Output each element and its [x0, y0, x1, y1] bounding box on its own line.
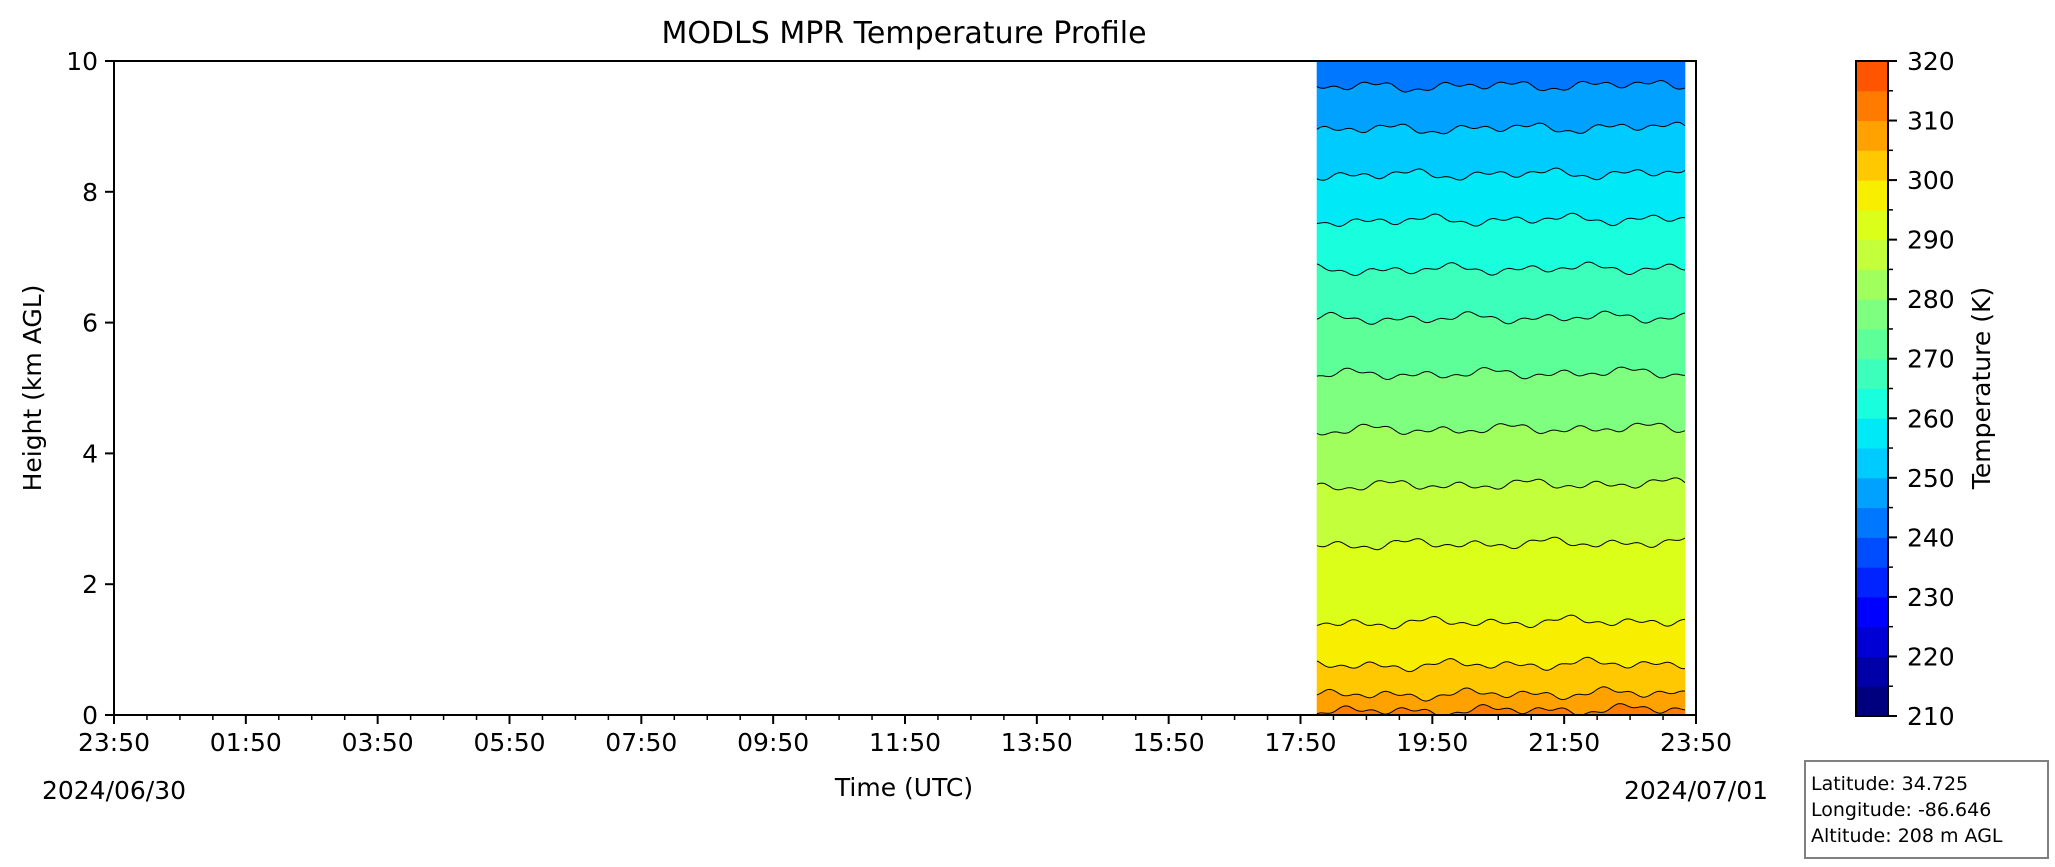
colorbar-segment: [1856, 656, 1888, 687]
y-tick-label: 10: [66, 47, 98, 76]
y-tick-label: 4: [82, 439, 98, 468]
contour-line: [1316, 80, 1686, 93]
colorbar-tick-label: 230: [1907, 583, 1955, 612]
colorbar-segment: [1856, 567, 1888, 598]
altitude-text: Altitude: 208 m AGL: [1811, 825, 2003, 847]
contour-line: [1316, 536, 1686, 551]
colorbar-segment: [1856, 596, 1888, 628]
contour-line: [1316, 167, 1686, 181]
colorbar-segment: [1856, 388, 1888, 419]
colorbar-ticks: 210 220 230 240 250 260 270 280 290 300 310 320: [1888, 47, 1955, 731]
contour-line: [1316, 121, 1686, 135]
colorbar-segment: [1856, 507, 1888, 538]
plot-area: [1316, 28, 1686, 715]
x-tick-label: 09:50: [737, 728, 809, 757]
colorbar-tick-label: 240: [1907, 523, 1955, 552]
colorbar-tick-label: 320: [1907, 47, 1955, 76]
colorbar-segment: [1856, 120, 1888, 151]
colorbar-segment: [1856, 418, 1888, 449]
contour-line: [1317, 28, 1685, 40]
date-start-label: 2024/06/30: [42, 776, 186, 805]
temperature-band: [1316, 536, 1686, 629]
x-tick-label: 11:50: [869, 728, 941, 757]
colorbar-tick-label: 310: [1907, 107, 1955, 136]
colorbar-tick-label: 220: [1907, 642, 1955, 671]
contour-line: [1316, 703, 1686, 715]
contour-line: [1316, 366, 1686, 381]
colorbar-segment: [1856, 61, 1888, 92]
contour-line: [1316, 686, 1686, 702]
y-tick-label: 8: [82, 178, 98, 207]
x-tick-label: 15:50: [1133, 728, 1205, 757]
colorbar-tick-label: 210: [1907, 702, 1955, 731]
colorbar-segment: [1856, 537, 1888, 568]
info-box-border: [1804, 760, 2049, 859]
colorbar-segment: [1856, 180, 1888, 211]
colorbar-tick-label: 280: [1907, 285, 1955, 314]
contour-line: [1316, 477, 1686, 491]
x-tick-label: 21:50: [1528, 728, 1600, 757]
x-tick-label: 17:50: [1264, 728, 1336, 757]
date-end-label: 2024/07/01: [1624, 776, 1768, 805]
latitude-text: Latitude: 34.725: [1811, 773, 1968, 795]
y-tick-label: 6: [82, 309, 98, 338]
colorbar-segment: [1856, 686, 1888, 717]
colorbar-segment: [1856, 90, 1888, 122]
colorbar: [1856, 61, 1888, 717]
colorbar-tick-label: 300: [1907, 166, 1955, 195]
colorbar-segment: [1856, 477, 1888, 509]
colorbar-segment: [1856, 358, 1888, 389]
temperature-band: [1316, 213, 1686, 276]
colorbar-segment: [1856, 299, 1888, 330]
x-tick-label: 07:50: [605, 728, 677, 757]
colorbar-segment: [1856, 328, 1888, 360]
colorbar-segment: [1856, 150, 1888, 181]
colorbar-tick-label: 270: [1907, 345, 1955, 374]
colorbar-segment: [1856, 239, 1888, 270]
colorbar-segment: [1856, 209, 1888, 241]
x-tick-label: 01:50: [210, 728, 282, 757]
chart-title: MODLS MPR Temperature Profile: [661, 16, 1146, 51]
colorbar-segment: [1856, 448, 1888, 479]
contour-line: [1316, 656, 1686, 673]
contour-line: [1316, 422, 1686, 436]
y-tick-label: 2: [82, 570, 98, 599]
longitude-text: Longitude: -86.646: [1811, 799, 1991, 821]
colorbar-tick-label: 250: [1907, 464, 1955, 493]
colorbar-tick-label: 260: [1907, 404, 1955, 433]
contour-line: [1316, 310, 1686, 325]
contour-line: [1316, 261, 1686, 277]
y-axis-label: Height (km AGL): [18, 285, 47, 492]
colorbar-segment: [1856, 269, 1888, 300]
temperature-band: [1316, 80, 1686, 134]
temperature-band: [1316, 422, 1686, 491]
x-tick-label: 03:50: [342, 728, 414, 757]
colorbar-tick-label: 290: [1907, 226, 1955, 255]
x-axis-label: Time (UTC): [834, 773, 973, 802]
x-tick-label: 23:50: [78, 728, 150, 757]
location-info-box: Latitude: 34.725 Longitude: -86.646 Alti…: [1804, 760, 2049, 859]
x-tick-label: 23:50: [1660, 728, 1732, 757]
x-tick-label: 05:50: [473, 728, 545, 757]
contour-line: [1316, 212, 1686, 227]
contour-line: [1316, 614, 1686, 630]
y-axis: 0 2 4 6 8 10: [66, 47, 114, 730]
x-axis: 23:50 01:50 03:50 05:50 07:50 09:50 11:50 13:50…: [78, 715, 1732, 757]
colorbar-label: Temperature (K): [1967, 287, 1996, 490]
x-tick-label: 13:50: [1001, 728, 1073, 757]
y-tick-label: 0: [82, 701, 98, 730]
x-tick-label: 19:50: [1396, 728, 1468, 757]
colorbar-segment: [1856, 626, 1888, 657]
